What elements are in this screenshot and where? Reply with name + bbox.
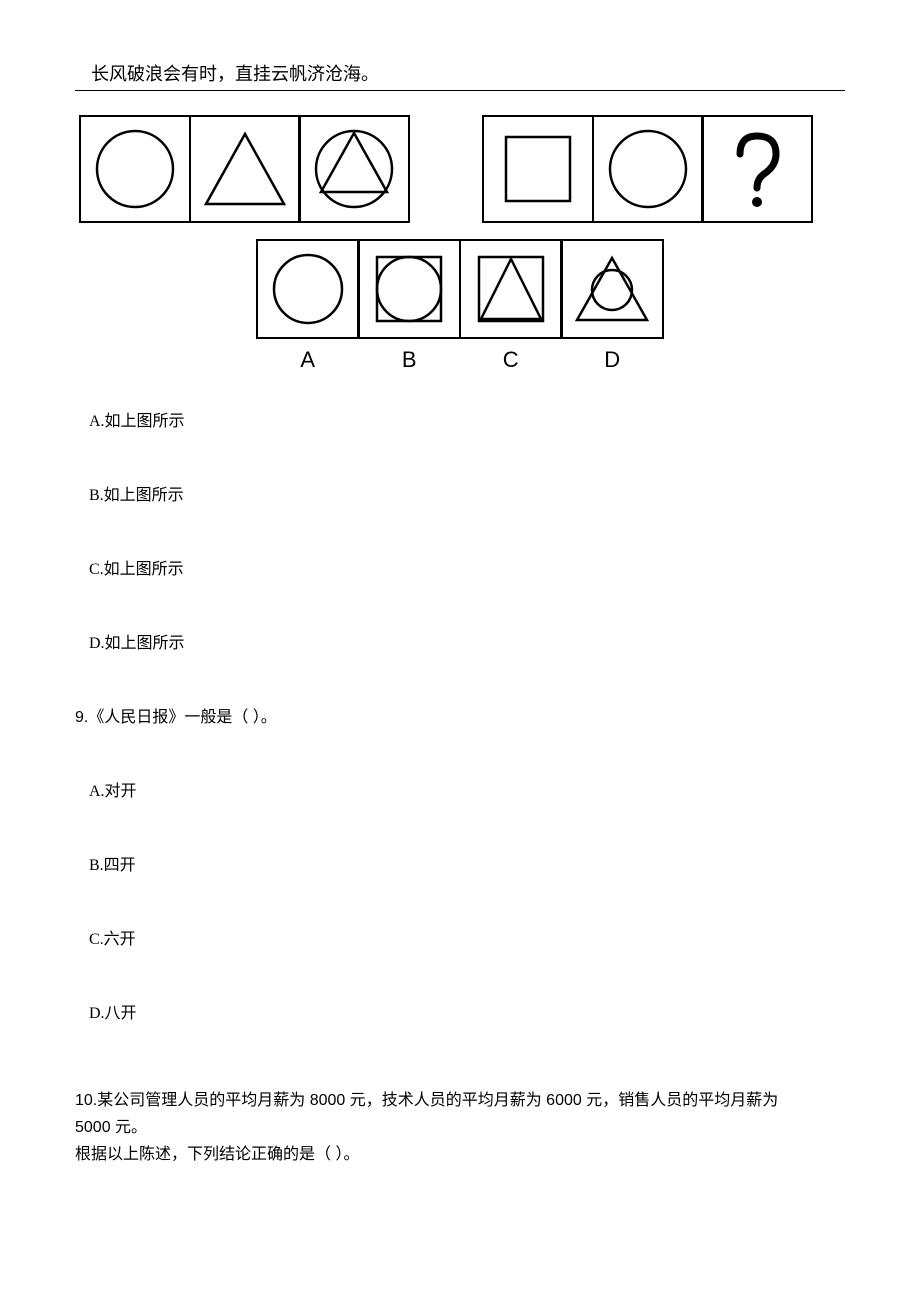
answer-label-c: C bbox=[459, 347, 563, 373]
q8-option-b: B.如上图所示 bbox=[75, 481, 845, 505]
answer-diagram-row bbox=[75, 239, 845, 339]
q10-line2: 5000 元。 bbox=[75, 1114, 845, 1141]
diagram-area: A B C D bbox=[75, 115, 845, 373]
q10-line3: 根据以上陈述，下列结论正确的是（ ）。 bbox=[75, 1141, 845, 1168]
q9-stem: 9.《人民日报》一般是（ ）。 bbox=[75, 703, 845, 727]
answer-cell-a bbox=[256, 239, 360, 339]
q9-option-c: C.六开 bbox=[75, 925, 845, 949]
answer-cell-b bbox=[357, 239, 461, 339]
q9-option-a: A.对开 bbox=[75, 777, 845, 801]
panel-question-mark bbox=[701, 115, 813, 223]
answer-cell-d bbox=[560, 239, 664, 339]
q9-option-b: B.四开 bbox=[75, 851, 845, 875]
answer-panel-group bbox=[256, 239, 665, 339]
page-header: 长风破浪会有时，直挂云帆济沧海。 bbox=[75, 60, 845, 91]
q10-line1: 10.某公司管理人员的平均月薪为 8000 元，技术人员的平均月薪为 6000 … bbox=[75, 1087, 845, 1114]
answer-label-a: A bbox=[256, 347, 360, 373]
answer-label-d: D bbox=[560, 347, 664, 373]
panel-triangle-in-circle bbox=[298, 115, 410, 223]
question-diagram-row bbox=[75, 115, 845, 223]
left-panel-group bbox=[79, 115, 410, 223]
q9-option-d: D.八开 bbox=[75, 999, 845, 1023]
q8-option-d: D.如上图所示 bbox=[75, 629, 845, 653]
panel-square bbox=[482, 115, 594, 223]
panel-circle bbox=[79, 115, 191, 223]
answer-labels-row: A B C D bbox=[75, 347, 845, 373]
answer-label-b: B bbox=[357, 347, 461, 373]
q10-stem: 10.某公司管理人员的平均月薪为 8000 元，技术人员的平均月薪为 6000 … bbox=[75, 1087, 845, 1169]
panel-circle-2 bbox=[592, 115, 704, 223]
right-panel-group bbox=[482, 115, 813, 223]
q8-option-c: C.如上图所示 bbox=[75, 555, 845, 579]
answer-cell-c bbox=[459, 239, 563, 339]
panel-triangle bbox=[189, 115, 301, 223]
q8-option-a: A.如上图所示 bbox=[75, 407, 845, 431]
